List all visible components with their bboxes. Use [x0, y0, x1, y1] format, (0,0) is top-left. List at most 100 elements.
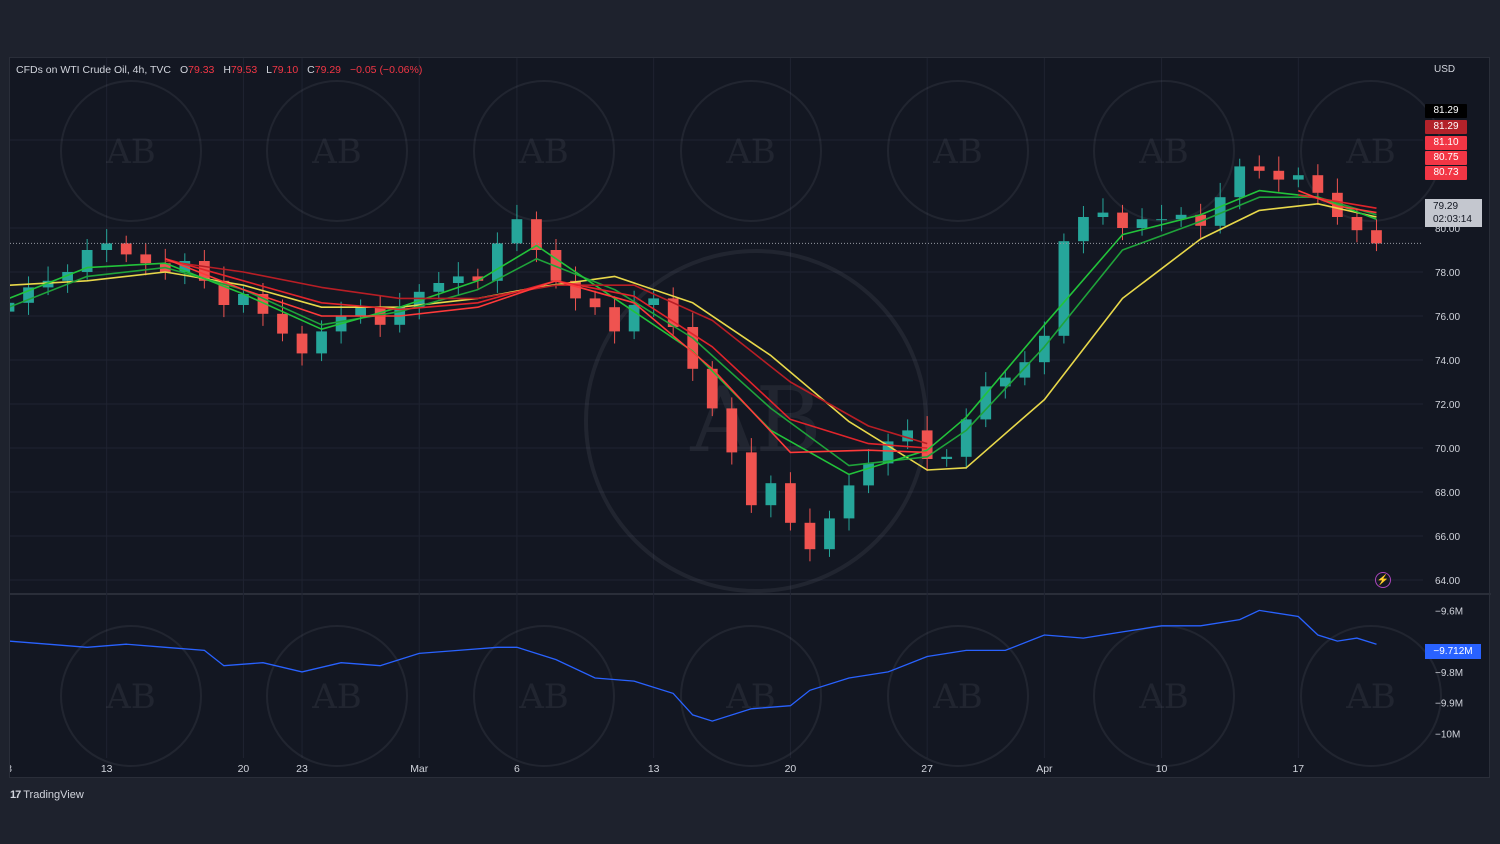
time-tick-label: 8 [10, 763, 12, 775]
candle-body [1312, 175, 1324, 193]
oscillator-line [10, 609, 1377, 722]
candle-body [316, 331, 327, 354]
candle-body [62, 272, 73, 281]
tradingview-brand[interactable]: 17 TradingView [10, 789, 84, 801]
candle-body [902, 430, 913, 442]
candle-body [726, 408, 738, 453]
watermark-seal-icon [266, 625, 408, 767]
candle-body [277, 313, 288, 334]
bar-countdown: 02:03:14 [1433, 214, 1472, 225]
chart-frame: ABABABABABABABABABABABABABABAB84.0080.00… [9, 57, 1491, 779]
candle-body [10, 302, 15, 312]
watermark-initials: AB [105, 132, 156, 172]
candle-body [472, 276, 484, 281]
candle-body [589, 298, 601, 308]
high-label: H [223, 64, 231, 76]
candle-body [1371, 230, 1382, 244]
candle-body [1175, 214, 1187, 220]
candle-body [257, 294, 269, 314]
symbol-legend: CFDs on WTI Crude Oil, 4h, TVC O79.33 H7… [16, 64, 422, 76]
price-tick-label: 76.00 [1435, 312, 1460, 323]
watermark-initials: AB [311, 132, 362, 172]
moving-average-line [1298, 194, 1377, 209]
watermark-initials: AB [1138, 677, 1189, 717]
time-tick-label: Mar [410, 763, 429, 775]
moving-average-line [165, 258, 928, 454]
candle-body [531, 219, 542, 250]
oscillator-tick-label: −9.8M [1435, 668, 1463, 679]
price-tick-label: 66.00 [1435, 532, 1460, 543]
close-value: 79.29 [314, 64, 342, 76]
candle-body [1273, 170, 1285, 180]
oscillator-tick-label: −9.9M [1435, 699, 1463, 710]
moving-average-line [1298, 189, 1377, 214]
time-tick-label: 10 [1156, 763, 1168, 775]
watermark-seal-icon [680, 625, 822, 767]
candle-body [1195, 214, 1207, 226]
watermark-seal-icon [887, 80, 1029, 222]
watermark-seal-icon [1300, 625, 1442, 767]
price-tag-5: 80.73 [1425, 166, 1467, 180]
candle-body [570, 280, 581, 299]
candle-body [648, 298, 660, 305]
candle-body [1234, 166, 1246, 198]
watermark-initials: AB [1345, 132, 1396, 172]
candle-body [628, 305, 640, 332]
candle-body [785, 483, 796, 523]
price-tag-4: 80.75 [1425, 151, 1467, 165]
watermark-initials: AB [932, 132, 983, 172]
change-value: −0.05 (−0.06%) [349, 64, 423, 76]
candle-body [120, 243, 132, 255]
chart-canvas[interactable]: ABABABABABABABABABABABABABABAB84.0080.00… [10, 58, 1491, 779]
time-tick-label: 20 [785, 763, 797, 775]
oscillator-value-tag: −9.712M [1425, 644, 1481, 659]
candle-body [960, 419, 972, 457]
watermark-seal-icon [473, 80, 615, 222]
candle-body [1292, 175, 1304, 180]
candle-body [355, 307, 367, 316]
candle-body [843, 485, 855, 519]
candle-body [492, 243, 503, 281]
candle-body [1214, 197, 1226, 226]
candle-body [706, 368, 718, 409]
candle-body [413, 291, 425, 308]
price-tag-1: 81.29 [1425, 104, 1467, 118]
moving-average-line [165, 260, 928, 445]
candle-body [101, 243, 113, 250]
high-value: 79.53 [230, 64, 258, 76]
watermark-initials: AB [1345, 677, 1396, 717]
symbol-title: CFDs on WTI Crude Oil, 4h, TVC [16, 64, 172, 76]
watermark-seal-icon [680, 80, 822, 222]
candle-body [433, 283, 445, 292]
candle-body [550, 250, 562, 281]
candle-body [1038, 335, 1050, 363]
candle-body [198, 261, 210, 281]
lightning-icon[interactable]: ⚡ [1375, 572, 1391, 588]
candle-body [921, 430, 933, 459]
candle-body [1058, 241, 1070, 336]
candle-body [452, 276, 464, 283]
candle-body [1156, 219, 1167, 221]
candle-body [1136, 219, 1148, 228]
price-tick-label: 74.00 [1435, 356, 1460, 367]
candle-body [23, 287, 34, 303]
candle-body [804, 522, 816, 550]
watermark-initials: AB [518, 677, 569, 717]
watermark-initials: AB [311, 677, 362, 717]
price-tick-label: 64.00 [1435, 576, 1460, 587]
candle-body [218, 280, 230, 305]
time-tick-label: 27 [921, 763, 933, 775]
tradingview-logo-icon: 17 [10, 789, 21, 801]
watermark-initials: AB [1138, 132, 1189, 172]
watermark-big-seal-icon [584, 249, 928, 593]
candle-body [882, 441, 894, 464]
watermark-initials: AB [725, 677, 776, 717]
open-label: O [179, 64, 189, 76]
watermark-seal-icon [266, 80, 408, 222]
candle-body [1253, 166, 1265, 171]
watermark-initials: AB [105, 677, 156, 717]
candle-body [81, 250, 93, 272]
candle-body [140, 254, 152, 264]
time-tick-label: 20 [238, 763, 250, 775]
moving-average-line [10, 196, 1377, 467]
